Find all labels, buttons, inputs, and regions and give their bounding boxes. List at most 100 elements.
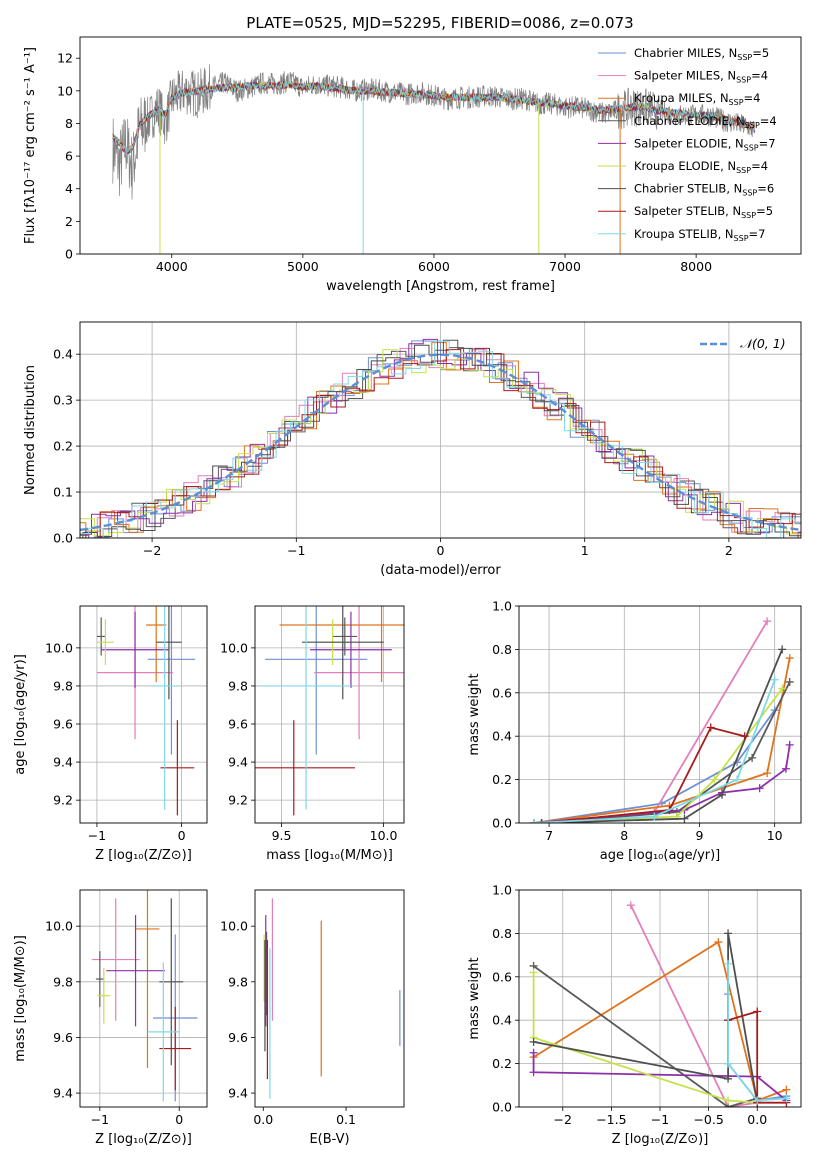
x-tick-label: 8000	[680, 259, 712, 274]
x-tick-label: 9.5	[272, 828, 292, 843]
y-tick-label: 0.3	[53, 393, 73, 408]
y-tick-label: 10	[57, 83, 73, 98]
weight-point-marker	[529, 1048, 538, 1057]
x-tick-label: −0.5	[693, 1112, 723, 1127]
x-tick-label: 0.1	[336, 1112, 356, 1127]
y-tick-label: 0.1	[53, 485, 73, 500]
legend-label-value: =5	[756, 204, 773, 218]
residual-histogram-line	[80, 340, 801, 538]
weight-point-marker	[778, 645, 787, 654]
weight-point-marker	[710, 775, 719, 784]
legend-label-name: Kroupa ELODIE, N	[634, 159, 736, 173]
x-tick-label: 0.0	[747, 1112, 767, 1127]
y-tick-label: 9.6	[53, 717, 73, 732]
y-tick-label: 9.2	[228, 793, 248, 808]
weight-point-marker	[724, 1096, 733, 1105]
weight-vs-age-frame	[518, 605, 802, 824]
weight-point-marker	[680, 814, 689, 823]
x-tick-label: 0	[437, 543, 445, 558]
model-spectrum-line	[112, 80, 755, 155]
weight-series-line	[541, 726, 745, 823]
y-axis-label: Flux [fλ10⁻¹⁷ erg cm⁻² s⁻¹ A⁻¹]	[23, 47, 38, 244]
weight-series-line	[533, 709, 776, 823]
x-axis-label: Z [log₁₀(Z/Z⊙)]	[95, 1132, 192, 1147]
y-tick-label: 0.6	[492, 685, 512, 700]
residual-histogram-line	[80, 338, 801, 538]
y-tick-label: 0.4	[53, 347, 73, 362]
y-tick-label: 8	[65, 116, 73, 131]
legend-label-sub: SSP	[737, 53, 752, 62]
legend-label: Chabrier STELIB, NSSP=6	[634, 182, 774, 198]
x-axis-label: age [log₁₀(age/yr)]	[600, 848, 721, 863]
weight-point-marker	[626, 901, 635, 910]
legend-label-value: =4	[751, 69, 768, 83]
x-tick-label: 5000	[287, 259, 319, 274]
weight-series-line	[727, 1010, 787, 1104]
age-vs-mass-plot	[255, 606, 404, 816]
y-tick-label: 9.4	[53, 755, 73, 770]
legend-label: Salpeter STELIB, NSSP=5	[634, 204, 773, 220]
y-axis-label: mass [log₁₀(M/M⊙)]	[13, 935, 28, 1062]
weight-point-marker	[763, 769, 772, 778]
mass-vs-z-frame	[79, 889, 208, 1108]
weight-vs-age-plot	[530, 617, 794, 823]
spectrum-axes: 4000 5000 6000 7000 8000 0 2 4 6 8 10 12 wavelength …	[23, 47, 712, 294]
legend-label-name: Kroupa STELIB, N	[634, 227, 734, 241]
weight-point-marker	[753, 1096, 762, 1105]
x-tick-label: −1	[287, 543, 305, 558]
x-tick-label: −1.5	[596, 1112, 626, 1127]
y-axis-label: Normed distribution	[23, 365, 38, 495]
x-tick-label: 7	[545, 828, 553, 843]
y-tick-label: 2	[65, 214, 73, 229]
legend-label-value: =7	[759, 136, 776, 150]
y-tick-label: 12	[57, 51, 73, 66]
x-axis-label: Z [log₁₀(Z/Z⊙)]	[612, 1132, 709, 1147]
y-tick-label: 9.4	[53, 1086, 73, 1101]
weight-point-marker	[753, 1007, 762, 1016]
weight-point-marker	[785, 677, 794, 686]
weight-point-marker	[529, 1068, 538, 1077]
age-vs-mass-frame	[254, 605, 405, 824]
legend-label-value: =7	[749, 227, 766, 241]
legend-label: Salpeter ELODIE, NSSP=7	[634, 136, 776, 152]
y-tick-label: 9.4	[228, 755, 248, 770]
y-tick-label: 10.0	[220, 640, 248, 655]
x-tick-label: 10	[767, 828, 783, 843]
y-tick-label: 0.0	[492, 816, 512, 831]
legend-label-value: =4	[744, 91, 761, 105]
legend-label-value: =6	[757, 182, 774, 196]
x-tick-label: −2	[143, 543, 161, 558]
x-tick-label: −2	[554, 1112, 572, 1127]
legend-label-sub: SSP	[736, 166, 751, 175]
y-tick-label: 0.2	[53, 439, 73, 454]
weight-point-marker	[755, 784, 764, 793]
y-tick-label: 10.0	[220, 919, 248, 934]
data-spectrum-line	[112, 64, 756, 200]
y-tick-label: 9.8	[53, 974, 73, 989]
weight-vs-age-axes: 7 8 9 10 0.0 0.2 0.4 0.6 0.8 1.0 age [log₁₀(age/yr…	[467, 599, 801, 863]
y-tick-label: 9.8	[228, 974, 248, 989]
weight-point-marker	[537, 819, 546, 823]
y-tick-label: 9.4	[228, 1086, 248, 1101]
legend-label-name: Chabrier MILES, N	[634, 46, 737, 60]
weight-point-marker	[763, 617, 772, 626]
weight-series-line	[533, 679, 776, 823]
legend-label-value: =4	[751, 159, 768, 173]
weight-point-marker	[733, 775, 742, 784]
y-tick-label: 10.0	[45, 640, 73, 655]
spectrum-plot	[112, 64, 756, 254]
residual-histogram-line	[80, 340, 801, 538]
y-tick-label: 0.4	[492, 1013, 512, 1028]
weight-point-marker	[748, 753, 757, 762]
y-tick-label: 0.2	[492, 1056, 512, 1071]
weight-vs-z-plot	[529, 901, 791, 1107]
weight-point-marker	[650, 812, 659, 821]
x-axis-label: (data-model)/error	[380, 563, 501, 578]
residuals-frame	[79, 321, 802, 539]
weight-series-line	[727, 963, 787, 1102]
weight-point-marker	[529, 1037, 538, 1046]
y-tick-label: 0.4	[492, 729, 512, 744]
legend-label: Chabrier ELODIE, NSSP=4	[634, 114, 777, 130]
legend-label-name: Salpeter STELIB, N	[634, 204, 741, 218]
x-tick-label: 1	[581, 543, 589, 558]
